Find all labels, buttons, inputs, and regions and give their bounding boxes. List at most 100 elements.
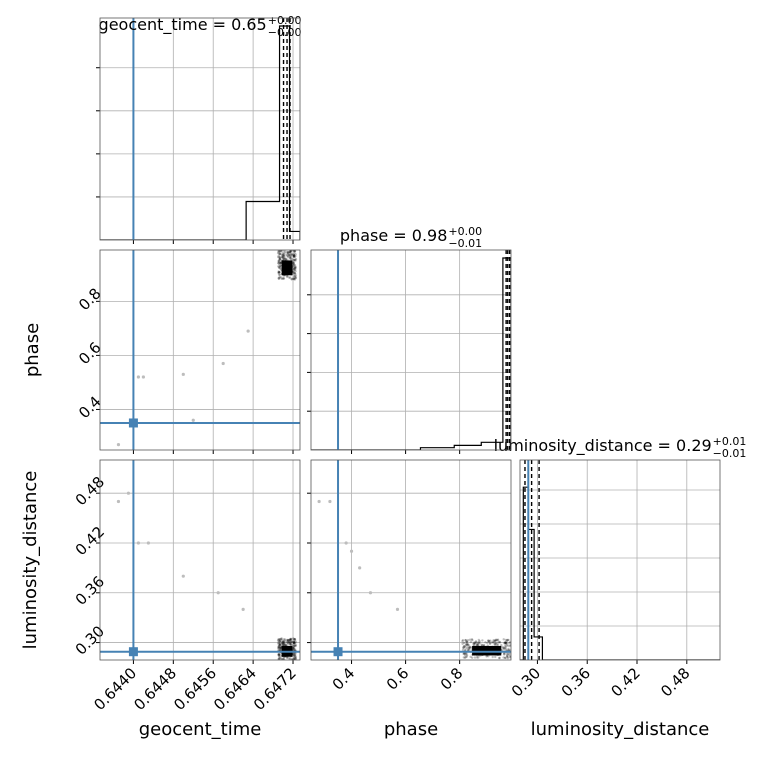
panel-phase-vs-luminosity_distance [311, 460, 511, 660]
posterior-sample [503, 641, 507, 644]
posterior-sample [289, 251, 292, 254]
posterior-sample [278, 253, 281, 256]
posterior-sample [477, 640, 480, 644]
posterior-sample [504, 638, 508, 642]
panel-frame [99, 249, 301, 451]
posterior-sample [277, 265, 280, 268]
posterior-sample [487, 640, 490, 643]
posterior-sample [280, 637, 283, 640]
posterior-sample [486, 641, 489, 645]
posterior-sample [279, 644, 282, 647]
posterior-sample [464, 638, 467, 642]
posterior-sample [278, 276, 281, 280]
posterior-sample [291, 258, 294, 261]
posterior-sample [473, 642, 476, 646]
posterior-sample [487, 639, 490, 642]
posterior-sample [281, 642, 284, 645]
posterior-sample [278, 271, 281, 274]
posterior-sample [293, 644, 297, 647]
sample-outlier [368, 591, 373, 595]
posterior-sample [278, 655, 281, 658]
posterior-sample [290, 640, 293, 643]
posterior-sample [287, 255, 290, 259]
posterior-sample [278, 653, 281, 656]
posterior-sample [289, 644, 293, 647]
posterior-sample [281, 640, 285, 644]
posterior-sample [288, 253, 291, 256]
posterior-sample [277, 646, 280, 650]
posterior-sample [503, 652, 506, 655]
posterior-sample [287, 251, 290, 254]
posterior-sample [278, 640, 281, 643]
posterior-sample [293, 274, 296, 278]
posterior-sample [294, 643, 298, 647]
posterior-sample [502, 652, 506, 655]
posterior-sample [465, 653, 469, 657]
posterior-sample [279, 637, 283, 641]
posterior-sample [278, 256, 281, 259]
svg-text:luminosity_distance = 0.29: luminosity_distance = 0.29 [494, 436, 712, 456]
posterior-sample [283, 643, 287, 646]
posterior-sample [289, 639, 292, 642]
posterior-sample [278, 639, 281, 643]
posterior-sample [292, 653, 295, 656]
posterior-sample [481, 639, 484, 642]
posterior-sample [284, 643, 287, 647]
posterior-sample [502, 638, 505, 641]
posterior-sample [467, 644, 471, 647]
posterior-sample [278, 273, 281, 276]
posterior-sample [279, 646, 282, 649]
posterior-sample [491, 641, 495, 644]
posterior-sample [508, 644, 511, 648]
posterior-sample [290, 277, 293, 281]
posterior-sample [292, 641, 296, 645]
posterior-sample [293, 268, 296, 272]
posterior-sample [286, 258, 289, 261]
posterior-sample [293, 648, 297, 651]
posterior-sample [281, 657, 284, 660]
posterior-sample [478, 642, 481, 645]
posterior-sample [277, 265, 281, 269]
posterior-sample [293, 271, 297, 275]
x-tick-label: 0.6440 [90, 664, 140, 714]
posterior-sample [282, 253, 285, 256]
posterior-sample [290, 253, 294, 257]
posterior-sample [464, 643, 468, 646]
posterior-sample [277, 277, 281, 281]
posterior-sample [284, 258, 287, 261]
posterior-sample [473, 656, 477, 659]
posterior-sample [462, 646, 466, 650]
posterior-sample [287, 638, 290, 642]
posterior-sample [292, 254, 296, 257]
posterior-sample [280, 642, 284, 645]
posterior-sample [493, 639, 496, 642]
posterior-sample [465, 643, 469, 647]
posterior-sample [285, 640, 288, 644]
posterior-sample [501, 645, 504, 649]
posterior-sample [507, 653, 511, 656]
posterior-sample [282, 254, 286, 258]
posterior-sample [286, 275, 289, 278]
posterior-sample [279, 262, 282, 265]
histogram-phase [311, 257, 511, 450]
posterior-sample [294, 657, 298, 660]
panel-phase-hist [311, 250, 511, 450]
posterior-sample [293, 255, 296, 259]
posterior-sample [279, 646, 282, 650]
posterior-sample [277, 270, 280, 273]
posterior-sample [282, 258, 285, 261]
sample-outlier [395, 607, 400, 611]
posterior-sample [294, 657, 297, 660]
posterior-sample [278, 256, 282, 259]
posterior-sample [463, 648, 467, 652]
posterior-sample [281, 255, 285, 258]
posterior-sample [278, 646, 282, 649]
svg-text:geocent_time = 0.65: geocent_time = 0.65 [99, 15, 267, 35]
posterior-sample [278, 644, 281, 647]
posterior-sample [292, 640, 295, 644]
posterior-sample [466, 638, 470, 642]
svg-text:+0.00: +0.00 [448, 225, 482, 238]
posterior-sample [294, 255, 297, 258]
posterior-sample [469, 640, 473, 644]
posterior-sample [288, 642, 292, 646]
